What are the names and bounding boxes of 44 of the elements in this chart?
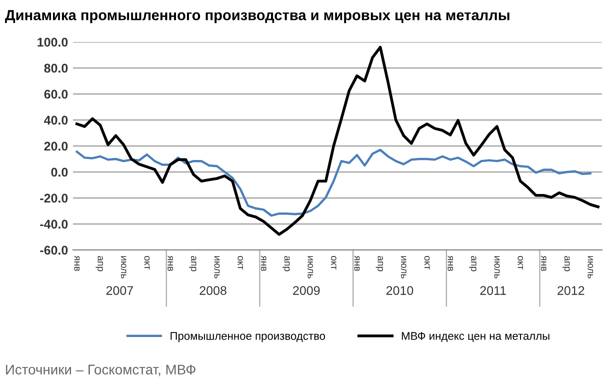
text: 2008 <box>200 286 226 295</box>
x-tick-label: июль <box>401 256 406 278</box>
y-tick-label: -40.0 <box>40 220 68 229</box>
y-tick-label: -20.0 <box>40 194 68 203</box>
legend-label: МВФ индекс цен на металлы <box>402 332 550 342</box>
x-tick-label: янв <box>448 256 453 271</box>
text: 2009 <box>293 286 320 295</box>
x-tick-label: окт <box>424 256 430 270</box>
y-tick-label: 20.0 <box>44 142 68 151</box>
y-tick-label: 40.0 <box>44 116 68 125</box>
line-series <box>76 148 592 217</box>
text: 2010 <box>386 286 414 295</box>
x-tick-label: июль <box>120 256 126 278</box>
text: 2012 <box>558 286 584 295</box>
chart-title: Динамика промышленного производства и мировых цен на металлы <box>5 10 510 24</box>
x-tick-label: апр <box>562 256 570 272</box>
text: 2011 <box>480 286 506 295</box>
x-tick-label: июль <box>494 256 500 278</box>
line-series <box>76 46 600 236</box>
y-tick-label: 60.0 <box>44 90 68 99</box>
x-tick-label: июль <box>308 256 313 278</box>
x-tick-label: апр <box>189 256 196 272</box>
text: Источники – Госкомстат, МВФ <box>6 364 196 376</box>
x-tick-label: апр <box>376 256 384 272</box>
y-tick-label: 100.0 <box>38 38 68 47</box>
x-tick-label: янв <box>168 256 173 271</box>
x-tick-label: окт <box>331 256 336 270</box>
x-tick-label: апр <box>96 256 103 272</box>
x-tick-label: янв <box>261 256 266 271</box>
text: 2007 <box>106 286 133 295</box>
x-tick-label: июль <box>588 256 594 278</box>
x-tick-label: янв <box>354 256 360 271</box>
x-tick-label: июль <box>214 256 220 278</box>
legend-label: Промышленное производство <box>170 332 326 342</box>
x-tick-label: янв <box>541 256 546 271</box>
y-tick-label: -60.0 <box>40 246 68 255</box>
x-tick-label: апр <box>282 256 290 272</box>
x-tick-label: янв <box>74 256 80 271</box>
x-tick-label: окт <box>518 256 524 270</box>
y-tick-label: 0.0 <box>51 168 68 177</box>
x-tick-label: окт <box>144 256 150 270</box>
y-tick-label: 80.0 <box>44 64 68 73</box>
x-tick-label: апр <box>469 256 476 272</box>
x-tick-label: окт <box>238 256 243 270</box>
